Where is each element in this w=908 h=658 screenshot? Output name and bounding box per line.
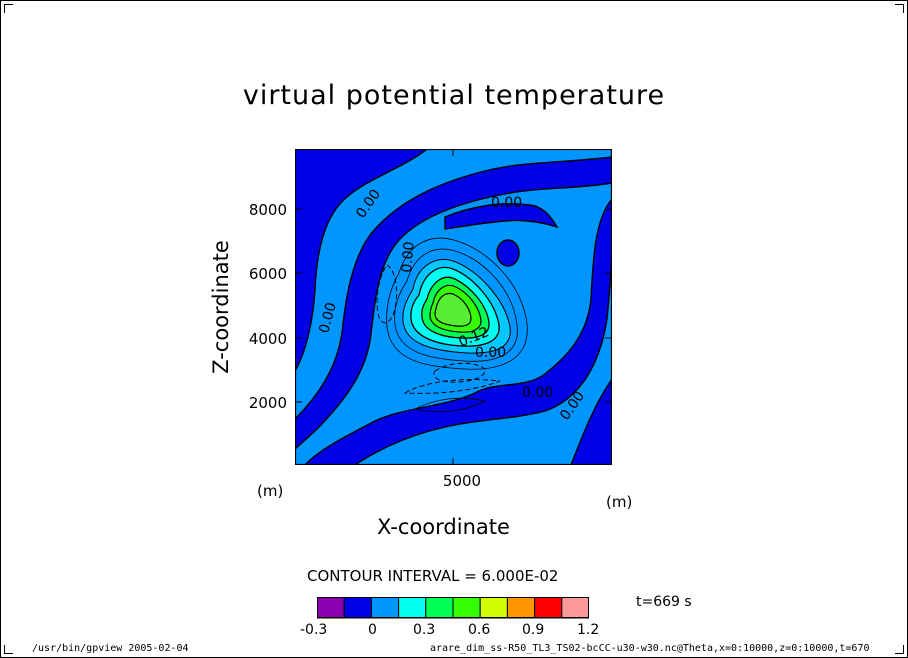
contour-interval-text: CONTOUR INTERVAL = 6.000E-02 bbox=[307, 567, 559, 585]
y-tick-label: 2000 bbox=[248, 394, 287, 412]
axis-ticks bbox=[295, 149, 612, 465]
contour-label: 0.00 bbox=[491, 195, 522, 211]
thin-contours bbox=[386, 237, 528, 413]
footer-left: /usr/bin/gpview 2005-02-04 bbox=[32, 643, 189, 654]
frame-corner-mark bbox=[895, 4, 904, 13]
footer-right: arare_dim_ss-R50_TL3_TS02-bcCC-u30-w30.n… bbox=[430, 643, 870, 654]
time-label: t=669 s bbox=[636, 594, 692, 610]
dark-blue-bands bbox=[295, 149, 612, 465]
x-tick-label: 5000 bbox=[442, 472, 482, 490]
dashed-contour-bottom-outer bbox=[403, 379, 501, 394]
thin-contour-3 bbox=[413, 397, 487, 413]
x-unit-label: (m) bbox=[606, 493, 633, 511]
chart-title: virtual potential temperature bbox=[242, 80, 666, 111]
colorbar-tick-label: 0.6 bbox=[468, 622, 491, 638]
y-tick-label: 6000 bbox=[248, 265, 287, 283]
y-axis-label: Z-coordinate bbox=[209, 240, 233, 374]
colorbar bbox=[317, 597, 589, 619]
band-top-bar bbox=[444, 203, 559, 230]
contour-label: 0.00 bbox=[399, 241, 418, 273]
dashed-contour-bottom bbox=[433, 362, 486, 383]
thin-contour-2 bbox=[386, 237, 528, 370]
colorbar-cell bbox=[479, 597, 508, 619]
y-unit-label: (m) bbox=[257, 482, 284, 500]
colorbar-cell bbox=[534, 597, 563, 619]
x-axis-label: X-coordinate bbox=[377, 515, 510, 539]
colorbar-tick-label: -0.3 bbox=[300, 622, 328, 638]
colorbar-cell bbox=[398, 597, 427, 619]
colorbar-cell bbox=[317, 597, 345, 619]
colorbar-cell bbox=[370, 597, 400, 619]
frame-corner-mark bbox=[4, 4, 13, 13]
dashed-contour-left bbox=[376, 264, 398, 324]
colorbar-tick-label: 0.3 bbox=[413, 622, 436, 638]
colorbar-cells bbox=[317, 597, 589, 619]
frame-corner-mark bbox=[895, 645, 904, 654]
colorbar-cell bbox=[561, 597, 589, 619]
bubble-core bbox=[434, 292, 472, 327]
contour-plot: 0.00 0.00 0.00 0.00 0.00 0.12 0.00 0.00 … bbox=[295, 149, 612, 465]
dashed-contours bbox=[376, 264, 501, 394]
colorbar-cell bbox=[343, 597, 372, 619]
contour-label: 0.00 bbox=[475, 345, 506, 361]
colorbar-tick-label: 0 bbox=[368, 622, 377, 638]
contour-labels: 0.00 0.00 0.00 0.00 0.00 0.12 0.00 0.00 … bbox=[316, 187, 588, 424]
colorbar-cell bbox=[506, 597, 536, 619]
blob-upper-right bbox=[496, 239, 520, 267]
colorbar-cell bbox=[425, 597, 454, 619]
warm-bubble bbox=[402, 259, 511, 354]
thin-contour-1 bbox=[394, 248, 518, 362]
contour-label: 0.00 bbox=[316, 301, 340, 335]
band-mid-left bbox=[295, 156, 612, 450]
colorbar-cell bbox=[452, 597, 481, 619]
frame-corner-mark bbox=[4, 645, 13, 654]
y-tick-label: 4000 bbox=[248, 330, 287, 348]
y-tick-label: 8000 bbox=[248, 201, 287, 219]
band-right bbox=[304, 197, 612, 465]
colorbar-tick-label: 0.9 bbox=[522, 622, 545, 638]
contour-label: 0.00 bbox=[522, 385, 553, 401]
colorbar-tick-label: 1.2 bbox=[577, 622, 600, 638]
band-top-left bbox=[295, 149, 429, 373]
